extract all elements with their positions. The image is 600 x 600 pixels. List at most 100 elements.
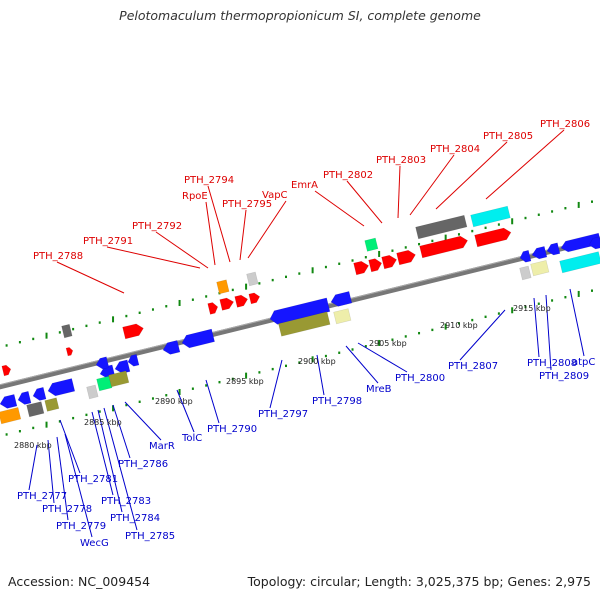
gene-feature (181, 328, 215, 349)
gene-feature (0, 393, 18, 409)
gene-feature (26, 401, 45, 418)
gene-label: PTH_2808 (527, 358, 577, 369)
gene-feature (248, 292, 261, 305)
leader-line (459, 309, 506, 361)
gene-feature (560, 232, 600, 253)
gene-label: PTH_2806 (540, 119, 590, 130)
leader-line (176, 389, 195, 433)
leader-line (59, 419, 81, 474)
gene-feature (588, 236, 600, 250)
gene-label: WecG (80, 538, 109, 549)
gene-label: PTH_2785 (125, 531, 175, 542)
leader-line (397, 165, 401, 219)
kbp-label: 2885 kbp (84, 418, 122, 427)
leader-line (346, 180, 383, 224)
leader-line (409, 154, 455, 216)
accession-text: Accession: NC_009454 (8, 574, 151, 589)
gene-feature (353, 260, 370, 276)
gene-feature (531, 245, 548, 260)
gene-feature (474, 227, 512, 248)
gene-feature (162, 339, 181, 355)
gene-label: PTH_2781 (68, 474, 118, 485)
gene-label: RpoE (182, 191, 208, 202)
gene-feature (0, 407, 22, 425)
gene-label: EmrA (291, 180, 318, 191)
gene-label: PTH_2792 (132, 221, 182, 232)
gene-feature (470, 205, 511, 228)
gene-feature (219, 297, 235, 311)
leader-line (569, 288, 585, 357)
leader-line (47, 439, 55, 504)
gene-feature (86, 384, 99, 400)
gene-label: PTH_2791 (83, 236, 133, 247)
gene-feature (246, 271, 259, 287)
gene-feature (95, 356, 110, 370)
kbp-label: 2900 kbp (298, 357, 336, 366)
leader-line (314, 190, 365, 227)
scale-ticks (5, 200, 594, 436)
leader-line (269, 359, 283, 409)
kbp-label: 2905 kbp (369, 339, 407, 348)
leader-line (205, 379, 220, 424)
gene-feature (44, 397, 60, 412)
gene-label: PTH_2783 (101, 496, 151, 507)
gene-label: MreB (366, 384, 392, 395)
gene-label: PTH_2797 (258, 409, 308, 420)
leader-line (97, 409, 123, 513)
gene-label: PTH_2795 (222, 199, 272, 210)
leader-line (91, 411, 114, 496)
kbp-label: 2895 kbp (226, 377, 264, 386)
gene-feature (519, 265, 532, 281)
kbp-labels: 2880 kbp 2885 kbp 2890 kbp 2895 kbp 2900 kbp… (14, 304, 551, 450)
leader-line (316, 354, 325, 396)
gene-label: PTH_2798 (312, 396, 362, 407)
gene-feature (207, 302, 219, 315)
gene-feature (127, 353, 140, 367)
gene-feature (108, 370, 130, 388)
label-leaders (28, 129, 585, 538)
leader-line (56, 261, 125, 294)
leader-line (103, 407, 138, 531)
gene-feature (234, 294, 249, 308)
gene-label: PTH_2805 (483, 131, 533, 142)
gene-features (0, 205, 600, 425)
gene-feature (47, 378, 76, 397)
gene-feature (559, 251, 600, 274)
gene-feature (333, 308, 352, 325)
gene-label: PTH_2804 (430, 144, 480, 155)
gene-label: PTH_2778 (42, 504, 92, 515)
gene-feature (419, 235, 469, 259)
gene-label: PTH_2803 (376, 155, 426, 166)
gene-feature (368, 258, 383, 273)
gene-label: PTH_2784 (110, 513, 160, 524)
genome-summary-text: Topology: circular; Length: 3,025,375 bp… (247, 574, 591, 589)
map-title: Pelotomaculum thermopropionicum SI, comp… (119, 8, 481, 23)
gene-feature (278, 311, 331, 337)
gene-label: VapC (262, 190, 288, 201)
gene-label: PTH_2788 (33, 251, 83, 262)
gene-feature (546, 242, 561, 256)
kbp-label: 2915 kbp (513, 304, 551, 313)
gene-label: PTH_2807 (448, 361, 498, 372)
gene-label: PTH_2794 (184, 175, 234, 186)
leader-line (106, 246, 201, 269)
gene-feature (1, 364, 12, 377)
leader-line (112, 404, 131, 459)
gene-label: TolC (181, 433, 202, 444)
leader-line (56, 436, 69, 521)
gene-label: PTH_2779 (56, 521, 106, 532)
leader-line (485, 129, 565, 200)
leader-line (247, 200, 287, 259)
kbp-label: 2890 kbp (155, 397, 193, 406)
gene-label: PTH_2802 (323, 170, 373, 181)
gene-label: PTH_2800 (395, 373, 445, 384)
gene-feature (65, 346, 74, 357)
gene-feature (216, 279, 230, 295)
leader-line (28, 444, 38, 491)
leader-line (124, 401, 162, 441)
leader-line (345, 345, 379, 384)
leader-line (155, 231, 209, 269)
gene-feature (381, 254, 398, 270)
gene-label: PTH_2786 (118, 459, 168, 470)
